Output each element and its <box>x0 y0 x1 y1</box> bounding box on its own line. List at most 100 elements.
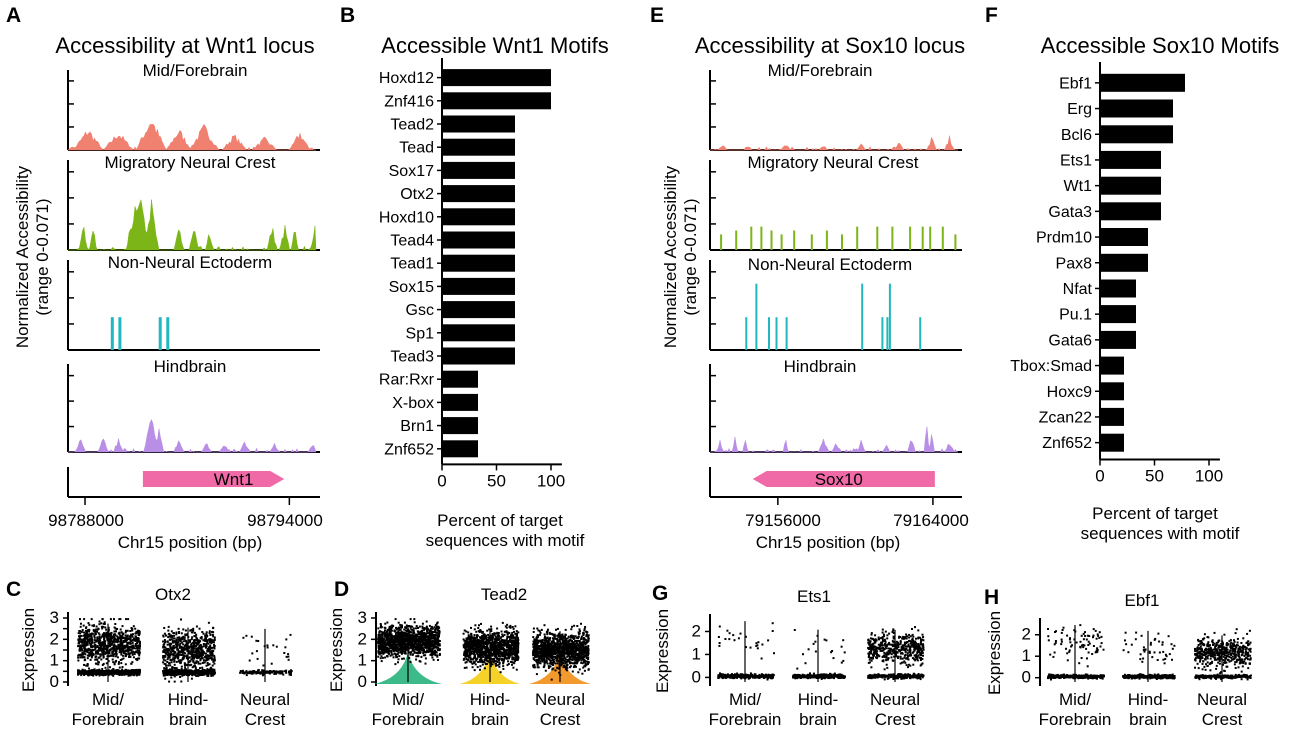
violin-ytick-label: 0 <box>50 672 59 691</box>
expression-point <box>490 644 493 646</box>
expression-point <box>124 655 127 658</box>
expression-point <box>129 646 132 649</box>
expression-point <box>434 646 436 649</box>
expression-point <box>113 635 116 638</box>
expression-point <box>493 632 496 635</box>
expression-point <box>134 651 137 654</box>
expression-point <box>383 640 386 643</box>
expression-point <box>110 670 113 672</box>
bar-chart-xtick-label: 0 <box>1095 467 1104 486</box>
expression-point <box>414 637 417 640</box>
track-neural-crest-signal <box>68 198 317 251</box>
expression-point <box>102 662 105 665</box>
expression-point <box>213 658 216 661</box>
expression-point <box>474 641 477 644</box>
expression-point <box>511 634 514 636</box>
expression-point <box>101 650 104 653</box>
expression-point <box>207 672 210 675</box>
bar-zcan22 <box>1100 407 1124 426</box>
expression-point <box>419 638 422 640</box>
expression-point <box>132 633 134 636</box>
expression-point <box>80 638 83 641</box>
expression-point <box>183 636 186 639</box>
expression-point <box>131 629 134 632</box>
expression-point <box>437 639 440 642</box>
expression-point <box>386 647 389 649</box>
expression-point <box>395 634 398 637</box>
expression-point <box>386 621 389 624</box>
expression-point <box>499 648 502 650</box>
expression-point <box>464 655 467 658</box>
expression-point <box>126 648 129 651</box>
expression-point <box>204 652 207 655</box>
expression-point <box>208 657 211 660</box>
expression-point <box>418 643 421 646</box>
expression-point <box>103 647 106 650</box>
expression-point <box>128 649 131 652</box>
expression-point <box>434 654 437 657</box>
expression-point <box>138 654 141 657</box>
expression-point <box>196 655 199 658</box>
bar-label: Nfat <box>1063 281 1093 298</box>
expression-point <box>131 647 134 650</box>
expression-point <box>200 656 203 659</box>
expression-point <box>507 645 510 647</box>
expression-point <box>437 626 440 628</box>
expression-point <box>194 670 197 672</box>
expression-point <box>109 637 112 640</box>
expression-point <box>387 648 390 651</box>
expression-point <box>162 670 165 672</box>
expression-point <box>119 647 121 650</box>
expression-point <box>415 648 417 651</box>
expression-point <box>193 665 196 668</box>
expression-point <box>101 673 104 676</box>
expression-point <box>197 642 200 645</box>
expression-point <box>409 626 412 629</box>
track-non-neural-peak <box>166 317 170 350</box>
expression-point <box>163 656 166 659</box>
expression-point <box>405 646 408 649</box>
expression-point <box>496 664 499 667</box>
track-neural-crest-peak <box>735 230 738 250</box>
expression-point <box>399 642 402 644</box>
expression-point <box>195 674 198 677</box>
expression-point <box>381 648 384 651</box>
expression-point <box>197 655 200 658</box>
expression-point <box>112 650 115 653</box>
expression-point <box>209 645 212 648</box>
expression-point <box>377 647 380 650</box>
expression-point <box>423 638 426 641</box>
expression-point <box>207 646 210 649</box>
panel-letter-b: B <box>340 4 355 27</box>
expression-point <box>415 655 418 658</box>
expression-point <box>86 657 89 660</box>
expression-point <box>420 644 423 647</box>
expression-point <box>430 625 433 628</box>
expression-point <box>86 636 89 639</box>
expression-point <box>209 654 212 657</box>
expression-point <box>503 658 506 661</box>
expression-point <box>196 640 199 643</box>
expression-point <box>434 643 437 646</box>
expression-point <box>113 633 116 636</box>
expression-point <box>119 641 122 644</box>
expression-point <box>93 671 96 674</box>
expression-point <box>462 638 465 641</box>
expression-point <box>381 642 384 645</box>
expression-point <box>273 670 276 673</box>
expression-point <box>419 647 422 650</box>
expression-point <box>178 638 180 641</box>
expression-point <box>197 647 200 650</box>
expression-point <box>202 673 205 676</box>
expression-point <box>485 643 488 646</box>
expression-point <box>491 660 494 663</box>
expression-point <box>253 670 256 672</box>
expression-point <box>129 672 132 675</box>
panel-e-xtick-1: 79164000 <box>893 511 969 530</box>
expression-point <box>411 643 414 646</box>
expression-point <box>193 639 195 642</box>
expression-point <box>114 660 117 663</box>
expression-point <box>434 640 437 643</box>
expression-point <box>282 673 285 676</box>
expression-point <box>480 622 482 625</box>
